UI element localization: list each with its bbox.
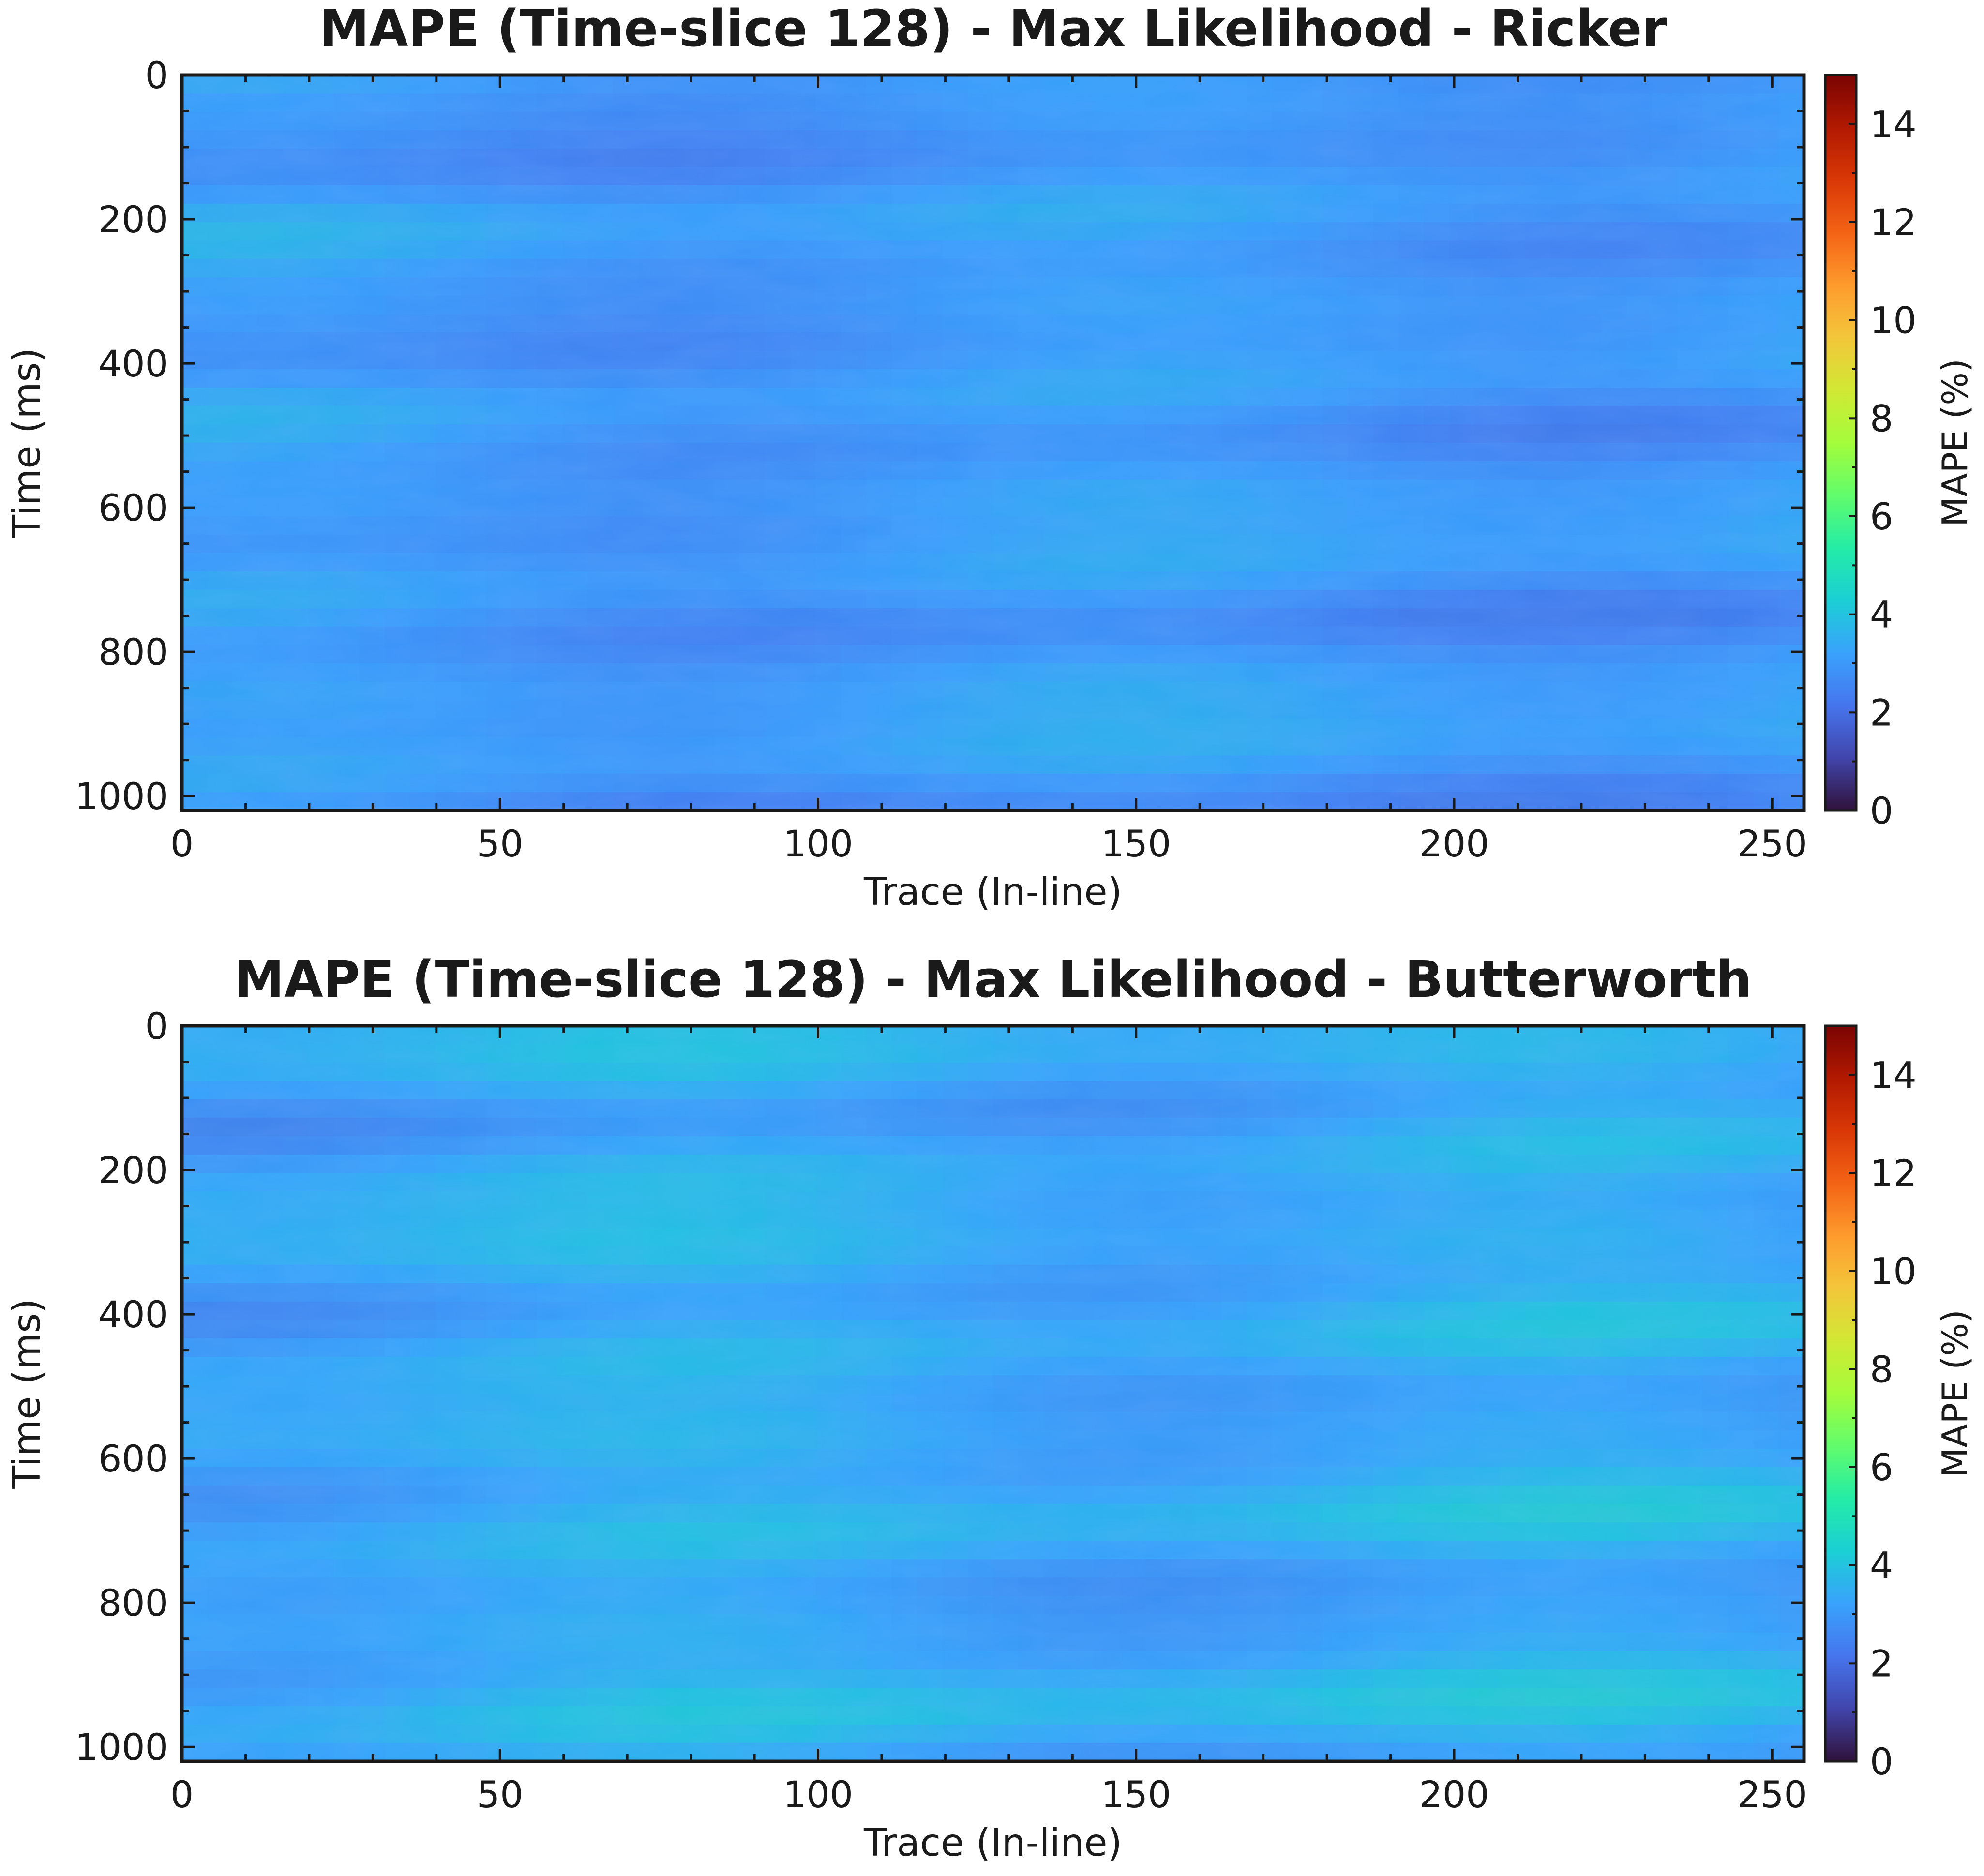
colorbar-tick-label: 2 (1870, 691, 1893, 734)
colorbar-tick-label: 14 (1870, 103, 1917, 146)
colorbar-tick-label: 4 (1870, 593, 1893, 636)
x-tick-label: 100 (783, 822, 853, 865)
x-tick-label: 250 (1737, 822, 1807, 865)
colorbar-label: MAPE (%) (1935, 359, 1975, 527)
colorbar-tick-label: 0 (1870, 789, 1893, 832)
colorbar-tick-label: 10 (1870, 299, 1917, 342)
x-tick-label: 0 (170, 822, 194, 865)
y-tick-label: 1000 (75, 775, 168, 818)
y-axis-label: Time (ms) (5, 347, 49, 538)
chart-title: MAPE (Time-slice 128) - Max Likelihood -… (319, 0, 1667, 58)
colorbar-gradient (1824, 74, 1858, 812)
x-axis-label: Trace (In-line) (863, 870, 1122, 914)
heatmap (182, 75, 1804, 811)
y-tick-label: 200 (98, 198, 168, 241)
y-tick-label: 400 (98, 342, 168, 385)
x-tick-label: 50 (477, 822, 524, 865)
colorbar-tick-label: 12 (1870, 201, 1917, 244)
heatmap (182, 1026, 1804, 1762)
x-tick-label: 150 (1101, 822, 1171, 865)
y-tick-label: 800 (98, 630, 168, 674)
y-tick-label: 0 (145, 54, 168, 97)
x-tick-label: 200 (1419, 822, 1489, 865)
y-tick-label: 600 (98, 486, 168, 529)
heatmap-texture (182, 75, 1804, 810)
colorbar-tick-label: 6 (1870, 495, 1893, 538)
colorbar: 0 2 4 6 8 10 12 14 MAPE (%) (1824, 74, 1975, 832)
colorbar-tick-label: 8 (1870, 397, 1893, 440)
